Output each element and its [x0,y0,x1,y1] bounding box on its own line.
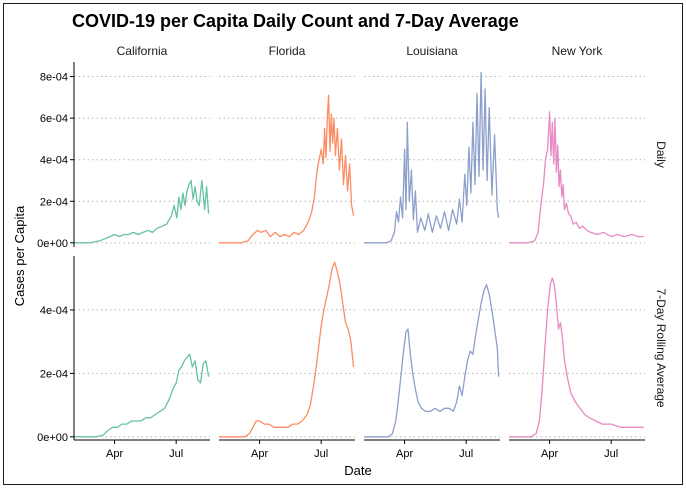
y-tick-label: 4e-04 [40,155,68,167]
facet-label-florida: Florida [269,44,306,58]
x-tick-label: Apr [396,448,413,460]
x-tick-label: Apr [251,448,268,460]
facet-label-new-york: New York [552,44,604,58]
y-tick-label: 0e+00 [37,432,68,444]
x-tick-label: Jul [459,448,473,460]
chart-title: COVID-19 per Capita Daily Count and 7-Da… [72,11,519,31]
y-tick-label: 0e+00 [37,238,68,250]
series-line-florida-7-day-rolling-average [219,261,355,438]
x-axis-label: Date [344,463,371,478]
series-line-new-york-7-day-rolling-average [509,277,644,438]
series-line-california-7-day-rolling-average [74,353,210,438]
row-label-7-day-rolling-average: 7-Day Rolling Average [654,288,668,408]
series-line-florida-daily [219,94,355,244]
series-line-new-york-daily [509,111,644,244]
y-tick-label: 8e-04 [40,72,68,84]
series-line-louisiana-daily [364,71,500,244]
y-tick-label: 2e-04 [40,196,68,208]
x-tick-label: Apr [541,448,558,460]
x-tick-label: Jul [604,448,618,460]
y-tick-label: 6e-04 [40,113,68,125]
figure-border [3,3,683,485]
row-label-daily: Daily [654,141,668,168]
series-line-louisiana-7-day-rolling-average [364,283,500,438]
facet-label-louisiana: Louisiana [406,44,458,58]
y-tick-label: 2e-04 [40,368,68,380]
series-line-california-daily [74,179,210,244]
plot-area: California Florida Louisiana New York Daily 0… [37,44,668,460]
y-axis-label: Cases per Capita [12,205,27,306]
x-tick-label: Apr [106,448,123,460]
y-tick-label: 4e-04 [40,305,68,317]
facet-label-california: California [117,44,168,58]
x-tick-label: Jul [169,448,183,460]
x-tick-label: Jul [314,448,328,460]
